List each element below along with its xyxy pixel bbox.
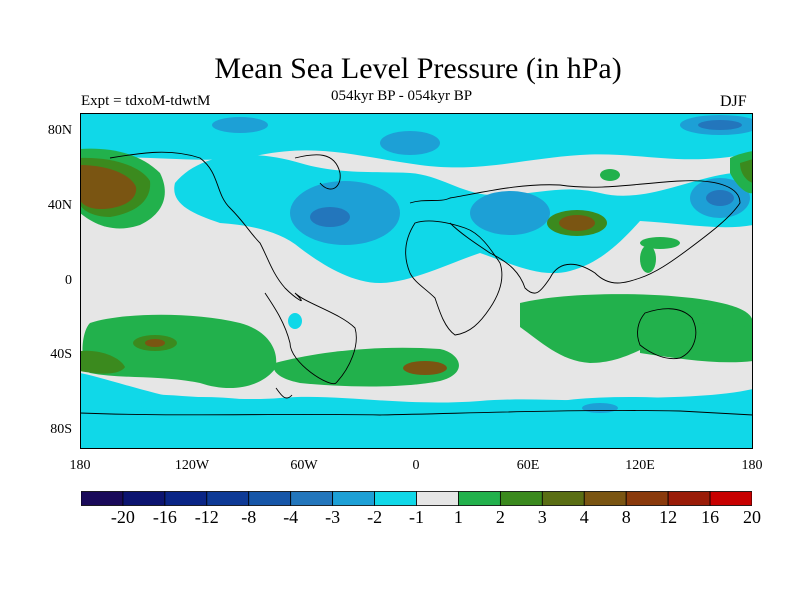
colorbar-label: -2 xyxy=(367,507,383,527)
colorbar-label: 12 xyxy=(659,507,678,527)
colorbar-label: 2 xyxy=(495,507,505,527)
arctic-blue-core xyxy=(380,131,440,155)
coastlines xyxy=(80,151,753,416)
colorbar-label: -4 xyxy=(283,507,299,527)
colorbar-label: -20 xyxy=(110,507,135,527)
small-high-patch-3 xyxy=(640,245,656,273)
colorbar-swatch xyxy=(583,491,627,506)
x-tick-180e: 180 xyxy=(741,458,763,473)
colorbar-label: 3 xyxy=(537,507,547,527)
colorbar-label: -1 xyxy=(409,507,424,527)
y-tick-40n: 40N xyxy=(47,198,72,213)
indian-ocean-patch xyxy=(288,313,302,329)
colorbar-label: 16 xyxy=(701,507,720,527)
x-tick-120w: 120W xyxy=(174,458,210,473)
colorbar-label: 4 xyxy=(579,507,589,527)
x-tick-60w: 60W xyxy=(290,458,318,473)
x-tick-120e: 120E xyxy=(625,458,655,473)
tibet-high-core xyxy=(559,215,595,231)
colorbar-swatch xyxy=(122,491,166,506)
colorbar-label: -12 xyxy=(194,507,219,527)
colorbar-label: -16 xyxy=(152,507,177,527)
north-pacific-high-east-inner xyxy=(740,159,753,183)
colorbar-swatch xyxy=(374,491,417,506)
y-tick-0: 0 xyxy=(65,273,72,288)
period-label: 054kyr BP - 054kyr BP xyxy=(331,88,473,104)
south-pacific-high-east xyxy=(640,322,753,363)
colorbar-label: 20 xyxy=(743,507,761,527)
south-pacific-high xyxy=(82,314,277,389)
siberian-low-inner xyxy=(470,191,550,235)
south-pacific-high-core xyxy=(145,339,165,347)
colorbar-swatch xyxy=(206,491,250,506)
north-atlantic-low-core xyxy=(310,207,350,227)
indian-ocean-high xyxy=(520,294,753,363)
south-atlantic-high xyxy=(273,347,459,387)
south-atlantic-high-core xyxy=(403,361,447,375)
small-high-patch-1 xyxy=(600,169,620,181)
map-frame xyxy=(80,113,753,449)
y-tick-40s: 40S xyxy=(50,347,72,362)
pacific-low-core xyxy=(706,190,734,206)
y-tick-80s: 80S xyxy=(50,422,72,437)
south-pacific-high-west xyxy=(80,350,125,374)
colorbar-swatch xyxy=(332,491,375,506)
colorbar-swatch xyxy=(667,491,711,506)
y-tick-80n: 80N xyxy=(47,123,72,138)
x-tick-180w: 180 xyxy=(69,458,91,473)
colorbar-swatch xyxy=(625,491,669,506)
colorbar-label: 1 xyxy=(453,507,463,527)
pressure-map xyxy=(80,113,753,449)
southern-cyan-streak-1 xyxy=(140,397,260,413)
southern-blue-streak xyxy=(582,403,618,413)
colorbar-label: -8 xyxy=(241,507,257,527)
colorbar-swatch xyxy=(709,491,752,506)
colorbar-swatch xyxy=(164,491,208,506)
colorbar-swatch xyxy=(81,491,124,506)
colorbar-swatch xyxy=(248,491,292,506)
x-tick-60e: 60E xyxy=(516,458,540,473)
colorbar-label: 8 xyxy=(621,507,631,527)
colorbar-swatch xyxy=(499,491,543,506)
x-tick-0: 0 xyxy=(412,458,420,473)
chart-title: Mean Sea Level Pressure (in hPa) xyxy=(214,52,622,85)
colorbar-swatch xyxy=(458,491,501,506)
colorbar xyxy=(81,491,752,506)
north-pacific-high-core xyxy=(80,165,137,209)
experiment-label: Expt = tdxoM-tdwtM xyxy=(81,93,211,109)
colorbar-swatch xyxy=(290,491,334,506)
colorbar-label: -3 xyxy=(325,507,341,527)
season-label: DJF xyxy=(720,93,747,110)
arctic-blue-core-north xyxy=(212,117,268,133)
arctic-blue-core-east-inner xyxy=(698,120,742,130)
colorbar-swatch xyxy=(416,491,459,506)
colorbar-swatch xyxy=(541,491,585,506)
